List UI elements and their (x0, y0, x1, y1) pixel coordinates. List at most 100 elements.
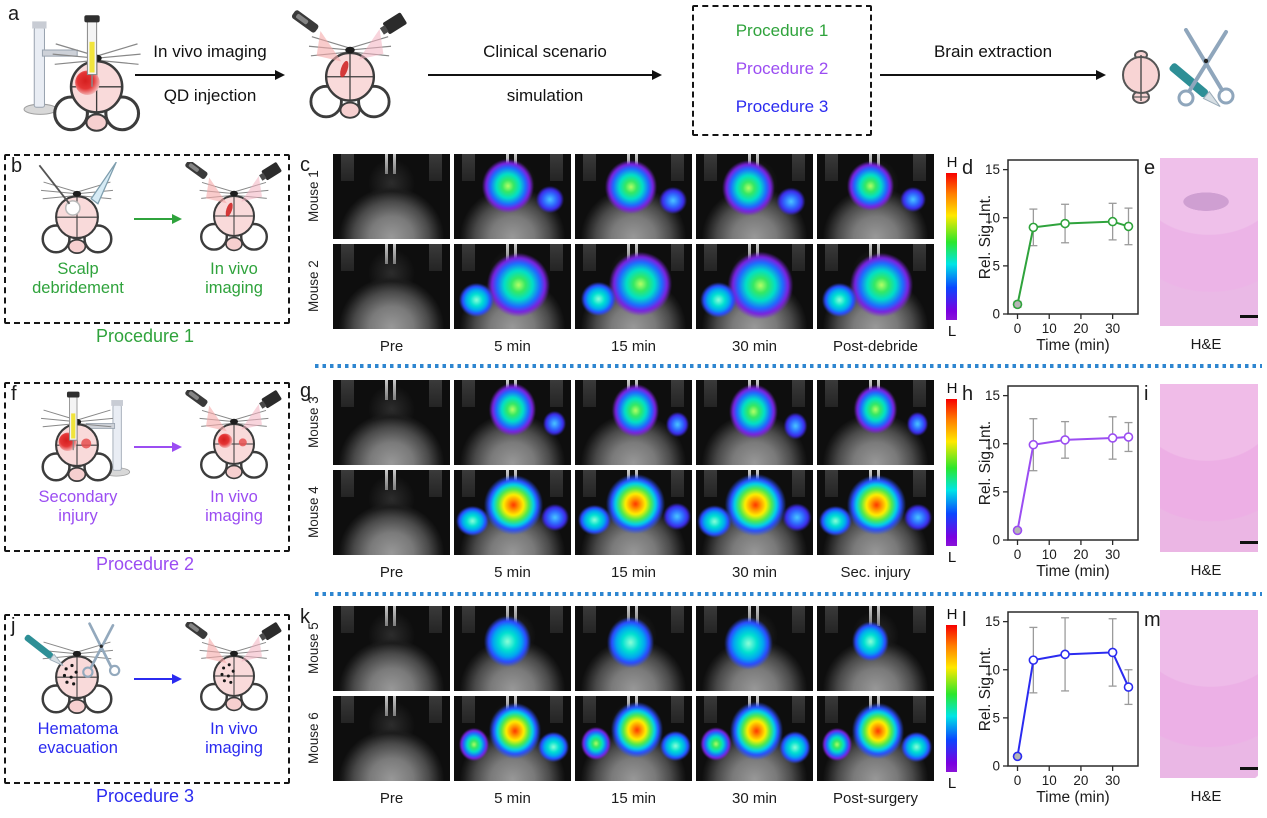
mouse-image (333, 380, 450, 465)
svg-text:10: 10 (1042, 773, 1057, 788)
signal-intensity-chart-h: 0 5 10 15 0 10 20 30 Time (min) Rel. Sig. Int. (977, 378, 1148, 588)
colorbar-high-label: H (946, 154, 958, 171)
hne-caption: H&E (1190, 562, 1222, 579)
procedure-1-item: Procedure 1 (735, 21, 829, 40)
intensity-colorbar: H L (939, 378, 965, 578)
procedures-box: Procedure 1 Procedure 2 Procedure 3 (692, 5, 872, 136)
timepoint-label: 30 min (731, 564, 778, 581)
colorbar-gradient (946, 625, 957, 772)
mouse-image (696, 380, 813, 465)
svg-text:30: 30 (1105, 773, 1120, 788)
mouse-image (454, 380, 571, 465)
panel-letter-h: h (962, 383, 974, 405)
svg-text:Time (min): Time (min) (1036, 789, 1109, 806)
timepoint-label: 15 min (610, 338, 657, 355)
procedure-3-row: j Hematoma evacuation In vivo imaging Pr… (0, 604, 1267, 818)
mouse-image (817, 380, 934, 465)
scale-bar (1240, 315, 1258, 318)
svg-text:10: 10 (985, 210, 1000, 225)
timepoint-label: Post-surgery (832, 790, 919, 807)
timepoint-label: 30 min (731, 790, 778, 807)
svg-text:0: 0 (1014, 773, 1022, 788)
panel-b-box: b Scalp debridement In vivo imaging (4, 154, 290, 324)
hematoma-evacuation-illustration (22, 622, 121, 715)
procedure-1-caption: Procedure 1 (95, 326, 195, 346)
colorbar-gradient (946, 399, 957, 546)
in-vivo-imaging-illustration-2 (184, 390, 283, 480)
secondary-injury-illustration (39, 391, 131, 483)
mouse-image (696, 154, 813, 239)
step2-label: In vivo imaging (205, 488, 263, 525)
step1-caption-top: In vivo imaging (153, 42, 267, 61)
step2-caption-top: Clinical scenario (483, 42, 607, 61)
scalp-debridement-illustration (38, 162, 118, 255)
mouse-image (454, 696, 571, 781)
svg-text:Rel. Sig. Int.: Rel. Sig. Int. (978, 421, 994, 505)
arrow-qd-injection (135, 70, 285, 80)
arrow-brain-extraction (880, 70, 1106, 80)
mouse-image (333, 696, 450, 781)
mouse-image (817, 606, 934, 691)
scale-bar (1240, 541, 1258, 544)
intensity-colorbar: H L (939, 152, 965, 352)
hne-brain-section (1160, 158, 1258, 326)
svg-text:10: 10 (985, 436, 1000, 451)
step1-label: Secondary injury (38, 488, 118, 525)
mouse-image (696, 244, 813, 329)
mouse-image (696, 470, 813, 555)
svg-text:20: 20 (1073, 547, 1088, 562)
mouse-3-row-label: Mouse 3 (306, 396, 321, 449)
signal-intensity-chart-l: 0 5 10 15 0 10 20 30 Time (min) Rel. Sig. Int. (977, 604, 1148, 814)
panel-letter-k: k (300, 606, 310, 628)
panel-letter-m: m (1144, 609, 1161, 631)
panel-j-box: j Hematoma evacuation In vivo imaging (4, 614, 290, 784)
extracted-brain-icon (1122, 50, 1160, 104)
panel-letter-e: e (1144, 157, 1156, 179)
intensity-colorbar: H L (939, 604, 965, 804)
mouse-image (575, 606, 692, 691)
step2-caption-bottom: simulation (506, 86, 584, 105)
signal-intensity-chart-d: 0 5 10 15 0 10 20 30 Time (min) Rel. Sig. Int. (977, 152, 1148, 362)
arrow-procedure-3 (134, 674, 182, 684)
timepoint-label: 5 min (494, 338, 531, 355)
step1-caption-bottom: QD injection (163, 86, 257, 105)
mouse-imaging-illustration (290, 9, 408, 120)
hne-brain-section (1160, 610, 1258, 778)
step1-label: Hematoma evacuation (37, 720, 119, 757)
procedure-3-item: Procedure 3 (735, 97, 829, 116)
colorbar-high-label: H (946, 606, 958, 623)
timepoint-label: 5 min (494, 790, 531, 807)
arrow-clinical-simulation (428, 70, 662, 80)
step3-caption: Brain extraction (933, 42, 1053, 61)
svg-text:0: 0 (1014, 321, 1022, 336)
hne-caption: H&E (1190, 788, 1222, 805)
panel-letter-f: f (11, 383, 17, 405)
svg-text:20: 20 (1073, 321, 1088, 336)
svg-text:Rel. Sig. Int.: Rel. Sig. Int. (978, 195, 994, 279)
fluorescence-image-grid-k (333, 606, 934, 781)
scale-bar (1240, 767, 1258, 770)
svg-text:5: 5 (992, 258, 1000, 273)
svg-text:15: 15 (985, 614, 1000, 629)
svg-text:0: 0 (1014, 547, 1022, 562)
svg-text:10: 10 (1042, 321, 1057, 336)
mouse-1-row-label: Mouse 1 (306, 170, 321, 223)
panel-letter-d: d (962, 157, 974, 179)
step2-label: In vivo imaging (205, 260, 263, 297)
svg-text:0: 0 (992, 759, 1000, 774)
procedure-2-caption: Procedure 2 (95, 554, 195, 574)
svg-text:0: 0 (992, 533, 1000, 548)
colorbar-low-label: L (947, 775, 957, 792)
mouse-image (454, 244, 571, 329)
arrow-procedure-2 (134, 442, 182, 452)
mouse-2-row-label: Mouse 2 (306, 260, 321, 313)
timepoint-labels-g: Pre 5 min 15 min 30 min Sec. injury (333, 564, 934, 581)
panel-letter-c: c (300, 154, 310, 176)
svg-text:10: 10 (1042, 547, 1057, 562)
svg-text:15: 15 (985, 388, 1000, 403)
fluorescence-image-grid-g (333, 380, 934, 555)
mouse-image (575, 470, 692, 555)
mouse-image (817, 470, 934, 555)
svg-text:Rel. Sig. Int.: Rel. Sig. Int. (978, 647, 994, 731)
procedure-2-row: f Secondary injury In vivo imaging Proce… (0, 378, 1267, 594)
